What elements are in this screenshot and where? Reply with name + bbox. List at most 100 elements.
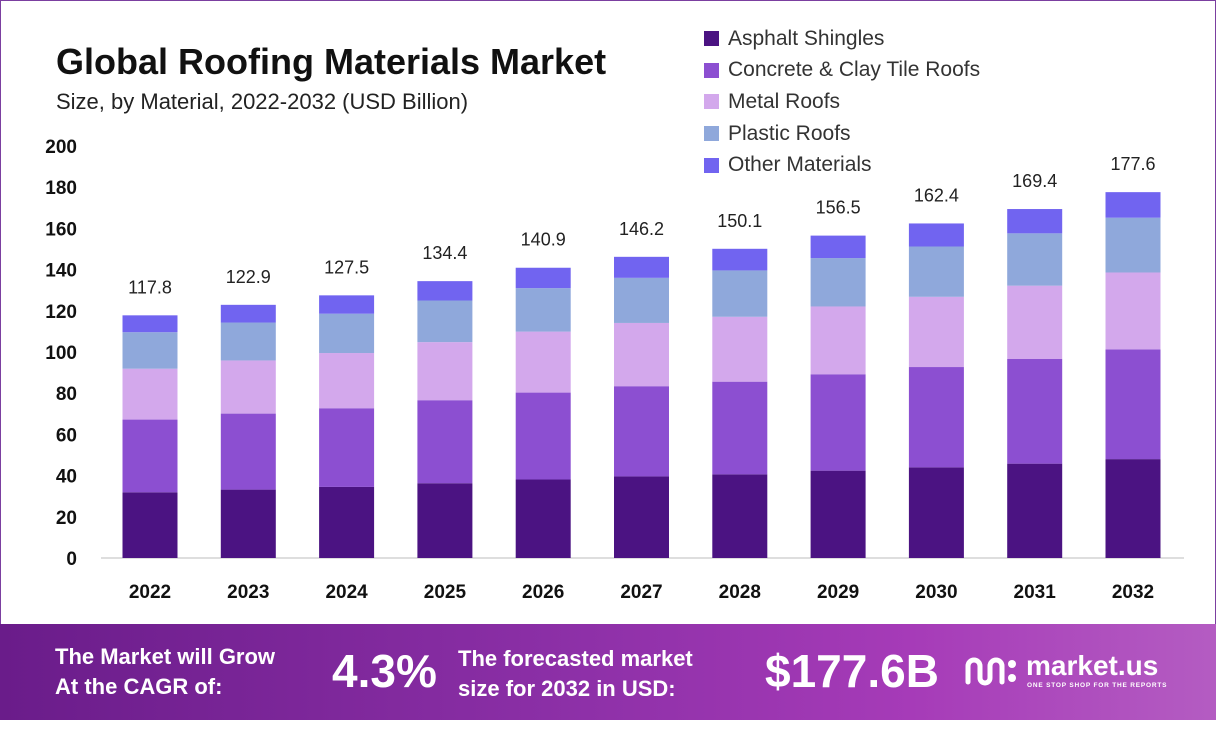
footer-banner: The Market will Grow At the CAGR of: 4.3… xyxy=(0,624,1216,720)
forecast-label-line1: The forecasted market xyxy=(458,646,693,671)
bar-total-label: 134.4 xyxy=(422,243,467,263)
x-tick-label: 2022 xyxy=(129,582,171,603)
brand-tagline: ONE STOP SHOP FOR THE REPORTS xyxy=(1027,682,1168,689)
legend-item: Metal Roofs xyxy=(704,86,980,118)
bar-segment xyxy=(319,353,375,409)
bar-segment xyxy=(712,316,768,382)
bar-segment xyxy=(515,331,571,393)
y-tick-label: 20 xyxy=(56,508,77,529)
bar-total-label: 177.6 xyxy=(1110,154,1155,174)
y-tick-label: 160 xyxy=(45,219,77,240)
bar-segment xyxy=(810,470,866,558)
legend-label: Concrete & Clay Tile Roofs xyxy=(728,58,981,82)
bar-segment xyxy=(712,381,768,475)
bar-segment xyxy=(122,332,178,369)
bar-segment xyxy=(220,322,276,361)
bar-segment xyxy=(712,474,768,558)
legend-swatch xyxy=(704,157,719,173)
bar-segment xyxy=(515,267,571,289)
bar-total-label: 146.2 xyxy=(619,219,664,239)
bar-segment xyxy=(417,400,473,484)
bar-segment xyxy=(810,374,866,471)
bar-segment xyxy=(220,360,276,414)
bar-segment xyxy=(810,235,866,259)
bar-segment xyxy=(1007,285,1063,360)
bar-segment xyxy=(122,419,178,493)
bar-total-label: 140.9 xyxy=(521,230,566,250)
bar-segment xyxy=(122,315,178,333)
bar-total-label: 156.5 xyxy=(816,198,861,218)
legend: Asphalt Shingles Concrete & Clay Tile Roo… xyxy=(704,23,980,181)
y-tick-label: 140 xyxy=(45,261,77,282)
chart-subtitle: Size, by Material, 2022-2032 (USD Billio… xyxy=(56,89,469,114)
bar-segment xyxy=(908,246,964,297)
market-us-logo-icon xyxy=(965,657,1016,686)
bar-segment xyxy=(417,342,473,401)
x-tick-label: 2030 xyxy=(915,582,957,603)
y-tick-label: 0 xyxy=(66,549,77,570)
bar-segment xyxy=(417,300,473,343)
bar-segment xyxy=(1007,359,1063,464)
bar-segment xyxy=(417,483,473,558)
bar-segment xyxy=(515,392,571,480)
bar-segment xyxy=(614,386,669,477)
bar-segment xyxy=(614,322,669,387)
forecast-label-line2: size for 2032 in USD: xyxy=(458,676,676,701)
legend-item: Other Materials xyxy=(704,149,980,181)
bar-total-label: 150.1 xyxy=(717,211,762,231)
bar-segment xyxy=(712,270,768,317)
bar-segment xyxy=(319,313,375,354)
bar-segment xyxy=(908,367,964,468)
x-tick-label: 2025 xyxy=(424,582,467,603)
y-tick-label: 80 xyxy=(56,384,77,405)
bar-segment xyxy=(220,489,276,558)
bar-segment xyxy=(1105,349,1161,460)
bar-segment xyxy=(319,295,375,314)
bar-segment xyxy=(1105,217,1161,273)
brand-name: market.us xyxy=(1026,650,1159,681)
bar-segment xyxy=(220,304,276,323)
legend-label: Other Materials xyxy=(728,153,872,177)
legend-swatch xyxy=(704,62,719,78)
legend-label: Plastic Roofs xyxy=(728,121,851,145)
y-tick-label: 180 xyxy=(45,178,77,199)
y-tick-label: 40 xyxy=(56,467,77,488)
x-tick-label: 2028 xyxy=(719,582,761,603)
bar-segment xyxy=(319,486,375,558)
bar-segment xyxy=(1105,459,1161,558)
bar-segment xyxy=(417,281,473,301)
legend-label: Asphalt Shingles xyxy=(728,26,885,50)
y-tick-label: 60 xyxy=(56,425,77,446)
bar-segment xyxy=(908,296,964,368)
x-tick-label: 2032 xyxy=(1112,582,1154,603)
bar-segment xyxy=(810,306,866,375)
bar-segment xyxy=(1007,209,1063,234)
stacked-bar-chart: 0 20 40 60 80 100 120 140 160 180 200 117.8 2022 122.… xyxy=(45,137,1184,603)
bar-segment xyxy=(614,277,669,323)
bar-total-label: 169.4 xyxy=(1012,171,1057,191)
bar-segment xyxy=(908,223,964,247)
bar-segment xyxy=(1105,192,1161,218)
chart-title: Global Roofing Materials Market xyxy=(56,41,607,82)
bar-segment xyxy=(1105,272,1161,350)
legend-swatch xyxy=(704,31,719,47)
bar-segment xyxy=(515,479,571,558)
x-tick-label: 2023 xyxy=(227,582,269,603)
x-tick-label: 2027 xyxy=(620,582,662,603)
bar-segment xyxy=(1007,233,1063,286)
bar-segment xyxy=(908,467,964,558)
x-tick-label: 2024 xyxy=(325,582,368,603)
legend-item: Plastic Roofs xyxy=(704,118,980,150)
y-tick-label: 200 xyxy=(45,137,77,158)
y-tick-label: 120 xyxy=(45,302,77,323)
x-tick-label: 2029 xyxy=(817,582,859,603)
bar-total-label: 127.5 xyxy=(324,257,369,277)
y-tick-label: 100 xyxy=(45,343,77,364)
bar-segment xyxy=(220,413,276,490)
bar-segment xyxy=(614,476,669,558)
cagr-label-line1: The Market will Grow xyxy=(55,644,276,669)
bar-total-label: 162.4 xyxy=(914,185,959,205)
x-tick-label: 2026 xyxy=(522,582,564,603)
cagr-label-line2: At the CAGR of: xyxy=(55,674,223,699)
